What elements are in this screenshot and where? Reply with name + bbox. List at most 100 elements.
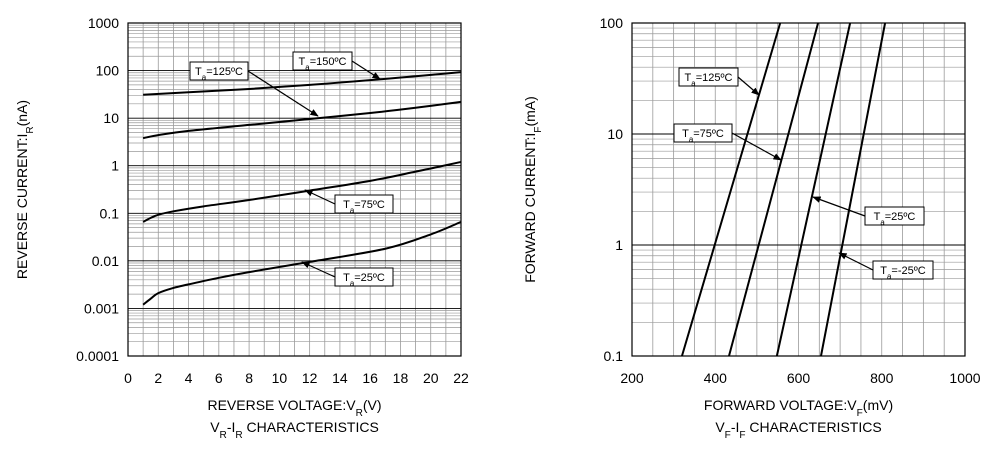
annotation-arrow xyxy=(301,261,336,278)
text-part: T xyxy=(682,128,689,140)
text-part: =25ºC xyxy=(885,211,916,223)
series-line xyxy=(143,71,462,96)
plot-frame xyxy=(631,22,966,357)
text-part: =125ºC xyxy=(696,72,733,84)
chart-caption: VF-IF CHARACTERISTICS xyxy=(715,419,881,441)
x-axis-label: REVERSE VOLTAGE:VR(V) xyxy=(207,397,381,419)
x-tick-label: 10 xyxy=(272,370,288,386)
y-tick-label: 0.0001 xyxy=(76,348,119,364)
text-part: V xyxy=(210,419,220,435)
annotation-arrow xyxy=(731,132,782,161)
text-part: T xyxy=(195,66,202,78)
text-part: =25ºC xyxy=(354,272,385,284)
x-tick-label: 14 xyxy=(332,370,348,386)
annotation-box xyxy=(864,206,925,226)
subscript: R xyxy=(25,126,36,133)
y-axis-label: FORWARD CURRENT:IF(mA) xyxy=(522,96,544,283)
x-tick-label: 8 xyxy=(245,370,253,386)
subscript: a xyxy=(305,63,310,72)
subscript: a xyxy=(202,73,207,82)
y-tick-label: 100 xyxy=(96,63,120,79)
annotation-box xyxy=(334,267,394,287)
annotation-arrow xyxy=(247,70,319,117)
y-tick-label: 0.1 xyxy=(100,205,120,221)
y-tick-label: 0.001 xyxy=(84,300,119,316)
subscript: F xyxy=(857,408,863,419)
annotation-arrow xyxy=(304,189,336,205)
y-axis-label: REVERSE CURRENT:IR(nA) xyxy=(14,100,36,279)
series-line xyxy=(142,160,462,223)
x-tick-label: 12 xyxy=(302,370,318,386)
series-label: Ta=125ºC xyxy=(195,66,243,82)
annotation-box xyxy=(678,67,739,87)
x-tick-label: 2 xyxy=(154,370,162,386)
text-part: FORWARD VOLTAGE:V xyxy=(704,397,857,413)
x-tick-label: 0 xyxy=(124,370,132,386)
subscript: F xyxy=(725,430,731,441)
y-tick-label: 0.01 xyxy=(92,253,119,269)
y-tick-label: 0.1 xyxy=(604,348,624,364)
subscript: a xyxy=(350,206,355,215)
series-label: Ta=150ºC xyxy=(299,56,347,72)
text-part: (V) xyxy=(363,397,382,413)
x-tick-label: 20 xyxy=(423,370,439,386)
subscript: a xyxy=(689,135,694,144)
text-part: T xyxy=(299,56,306,68)
series-label: Ta=125ºC xyxy=(685,72,733,88)
text-part: =-25ºC xyxy=(891,265,925,277)
x-tick-label: 200 xyxy=(620,370,644,386)
x-tick-label: 18 xyxy=(393,370,409,386)
text-part: (nA) xyxy=(14,100,30,126)
subscript: F xyxy=(739,430,745,441)
annotation-box xyxy=(292,51,353,71)
text-part: T xyxy=(880,265,887,277)
series-line xyxy=(142,100,462,140)
series-line xyxy=(775,22,852,357)
text-part: FORWARD CURRENT:I xyxy=(522,133,538,283)
subscript: R xyxy=(235,430,242,441)
x-tick-label: 400 xyxy=(704,370,728,386)
x-tick-label: 4 xyxy=(185,370,193,386)
x-tick-label: 6 xyxy=(215,370,223,386)
text-part: -I xyxy=(731,419,740,435)
text-part: T xyxy=(874,211,881,223)
x-tick-label: 1000 xyxy=(949,370,980,386)
grid xyxy=(127,23,462,356)
text-part: (mA) xyxy=(522,96,538,126)
text-part: REVERSE CURRENT:I xyxy=(14,134,30,279)
subscript: F xyxy=(533,127,544,133)
x-tick-label: 800 xyxy=(870,370,894,386)
series-label: Ta=-25ºC xyxy=(880,265,925,281)
series-label: Ta=25ºC xyxy=(874,211,916,227)
subscript: R xyxy=(220,430,227,441)
y-tick-label: 1000 xyxy=(88,15,119,31)
text-part: T xyxy=(343,272,350,284)
series-label: Ta=75ºC xyxy=(682,128,724,144)
annotation-box xyxy=(673,123,733,143)
chart-vf-if: 200 400 600 800 1000 0.1 1 10 100 FORWARD VOLTAGE… xyxy=(522,15,981,441)
y-tick-label: 1 xyxy=(111,158,119,174)
text-part: (mV) xyxy=(863,397,893,413)
y-tick-label: 1 xyxy=(615,237,623,253)
annotation-box xyxy=(334,194,394,214)
x-axis-label: FORWARD VOLTAGE:VF(mV) xyxy=(704,397,893,419)
x-tick-label: 22 xyxy=(453,370,469,386)
text-part: =75ºC xyxy=(354,199,385,211)
text-part: =75ºC xyxy=(693,128,724,140)
x-tick-label: 16 xyxy=(362,370,378,386)
text-part: CHARACTERISTICS xyxy=(746,419,882,435)
annotation-arrow xyxy=(812,196,866,217)
series-label: Ta=25ºC xyxy=(343,272,385,288)
text-part: REVERSE VOLTAGE:V xyxy=(207,397,356,413)
text-part: T xyxy=(685,72,692,84)
x-tick-label: 600 xyxy=(787,370,811,386)
y-tick-label: 10 xyxy=(607,126,623,142)
series-line xyxy=(142,220,462,306)
y-tick-label: 100 xyxy=(600,15,624,31)
y-tick-label: 10 xyxy=(103,110,119,126)
text-part: =125ºC xyxy=(206,66,243,78)
plot-frame xyxy=(127,22,462,357)
text-part: =150ºC xyxy=(310,56,347,68)
text-part: -I xyxy=(227,419,236,435)
